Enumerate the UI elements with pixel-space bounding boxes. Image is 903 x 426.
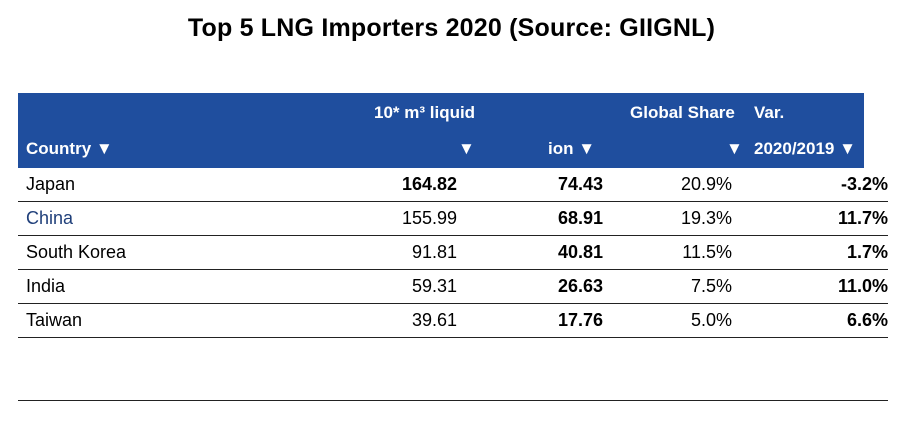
cell-country: China bbox=[26, 208, 74, 228]
cell-var: 11.7% bbox=[837, 208, 888, 228]
cell-country: Taiwan bbox=[26, 310, 83, 330]
header-volume-label: 10* m³ liquid bbox=[374, 103, 476, 122]
cell-country: Japan bbox=[26, 174, 76, 194]
header-share-label: Global Share bbox=[630, 103, 735, 122]
cell-var: 11.0% bbox=[837, 276, 888, 296]
header-var-period[interactable]: 2020/2019 ▼ bbox=[754, 139, 856, 158]
table-row: China 155.99 68.91 19.3% 11.7% bbox=[18, 202, 888, 236]
cell-share: 5.0% bbox=[690, 310, 732, 330]
cell-bcm: 17.76 bbox=[557, 310, 603, 330]
cell-volume: 91.81 bbox=[411, 242, 457, 262]
header-var-label: Var. bbox=[754, 103, 785, 122]
cell-bcm: 68.91 bbox=[557, 208, 603, 228]
cell-share: 11.5% bbox=[682, 242, 732, 262]
header-volume-filter-icon[interactable]: ▼ bbox=[458, 139, 475, 158]
header-country[interactable]: Country ▼ bbox=[26, 139, 113, 158]
cell-volume: 59.31 bbox=[411, 276, 457, 296]
cell-volume: 164.82 bbox=[401, 174, 457, 194]
cell-bcm: 74.43 bbox=[557, 174, 603, 194]
cell-share: 7.5% bbox=[690, 276, 732, 296]
table-header: Country ▼ 10* m³ liquid ▼ ion ▼ Global S… bbox=[18, 93, 864, 168]
cell-share: 19.3% bbox=[680, 208, 732, 228]
cell-var: -3.2% bbox=[840, 174, 888, 194]
table-row: South Korea 91.81 40.81 11.5% 1.7% bbox=[18, 236, 888, 270]
cell-bcm: 40.81 bbox=[557, 242, 603, 262]
table-row: Japan 164.82 74.43 20.9% -3.2% bbox=[18, 168, 888, 202]
cell-country: India bbox=[26, 276, 66, 296]
page-title: Top 5 LNG Importers 2020 (Source: GIIGNL… bbox=[187, 14, 716, 42]
cell-volume: 39.61 bbox=[411, 310, 457, 330]
cell-share: 20.9% bbox=[680, 174, 732, 194]
cell-bcm: 26.63 bbox=[557, 276, 603, 296]
header-share-filter-icon[interactable]: ▼ bbox=[726, 139, 743, 158]
cell-country: South Korea bbox=[26, 242, 127, 262]
lng-importers-table: Country ▼ 10* m³ liquid ▼ ion ▼ Global S… bbox=[18, 93, 888, 338]
cell-volume: 155.99 bbox=[401, 208, 457, 228]
bottom-divider bbox=[18, 400, 888, 401]
table-row: India 59.31 26.63 7.5% 11.0% bbox=[18, 270, 888, 304]
cell-var: 6.6% bbox=[846, 310, 888, 330]
cell-var: 1.7% bbox=[846, 242, 888, 262]
table-body: Japan 164.82 74.43 20.9% -3.2% China 155… bbox=[18, 168, 888, 338]
header-bcm[interactable]: ion ▼ bbox=[548, 139, 596, 158]
table-row: Taiwan 39.61 17.76 5.0% 6.6% bbox=[18, 304, 888, 338]
